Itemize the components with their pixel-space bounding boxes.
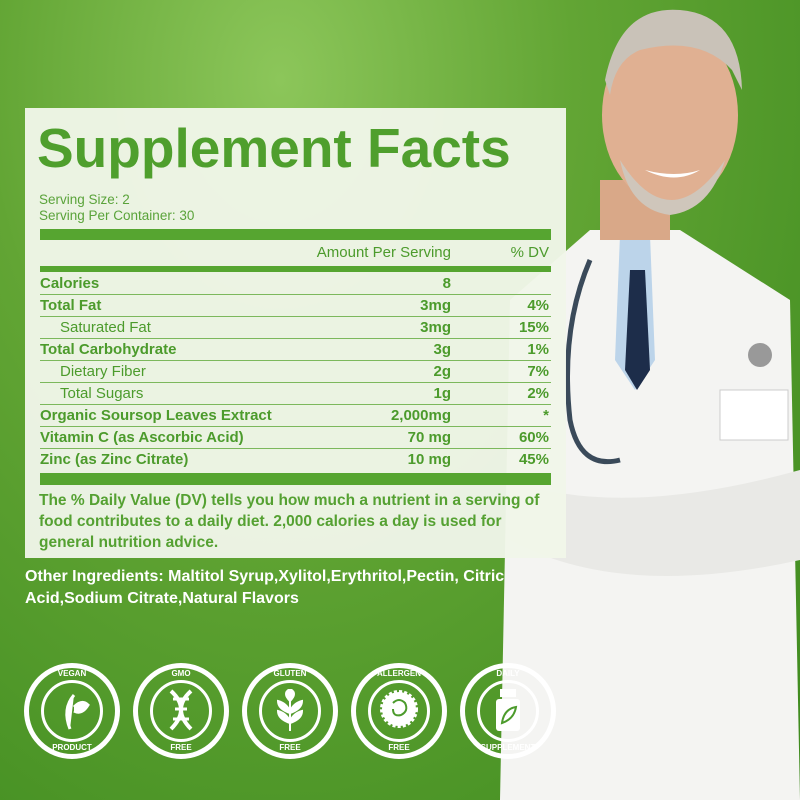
nutrient-amount: 2g: [433, 363, 451, 380]
wheat-icon: [276, 689, 304, 731]
serving-size: Serving Size: 2: [39, 192, 130, 207]
badge-gluten: GLUTEN FREE: [242, 663, 338, 759]
nutrient-dv: *: [543, 407, 549, 424]
nutrient-amount: 3g: [433, 341, 451, 358]
nutrient-name: Calories: [40, 275, 100, 292]
dv-header: % DV: [510, 244, 549, 261]
badge-top-text: GMO: [171, 669, 191, 678]
nutrient-name: Vitamin C (as Ascorbic Acid): [40, 429, 244, 446]
table-row: Dietary Fiber 2g 7%: [40, 361, 551, 383]
other-ingredients: Other Ingredients: Maltitol Syrup,Xylito…: [25, 568, 505, 607]
badge-bottom-text: SUPPLEMENT: [480, 743, 536, 752]
badge-bottom-text: FREE: [170, 743, 192, 752]
leaf-icon: [65, 694, 90, 730]
servings-per-container: Serving Per Container: 30: [39, 208, 195, 223]
badge-allergen: ALLERGEN FREE: [351, 663, 447, 759]
table-row: Vitamin C (as Ascorbic Acid) 70 mg 60%: [40, 427, 551, 449]
divider-medium: [40, 266, 551, 272]
nutrient-amount: 70 mg: [407, 429, 451, 446]
nutrient-amount: 10 mg: [407, 451, 451, 468]
table-row: Total Carbohydrate 3g 1%: [40, 339, 551, 361]
badge-top-text: ALLERGEN: [377, 669, 421, 678]
badge-bottom-text: PRODUCT: [52, 743, 92, 752]
badge-ring: [259, 680, 321, 742]
bottle-icon: [496, 689, 520, 731]
badge-gmo: GMO FREE: [133, 663, 229, 759]
allergen-icon: [380, 690, 418, 728]
footnote: The % Daily Value (DV) tells you how muc…: [39, 492, 540, 551]
nutrient-dv: 4%: [527, 297, 549, 314]
nutrient-dv: 7%: [527, 363, 549, 380]
nutrient-name: Total Fat: [40, 297, 102, 314]
nutrient-dv: 1%: [527, 341, 549, 358]
divider-bottom: [40, 473, 551, 485]
dna-icon: [169, 689, 193, 731]
doctor-photo: [500, 9, 800, 800]
table-header: Amount Per Serving % DV: [40, 244, 551, 264]
nutrient-name: Total Carbohydrate: [40, 341, 177, 358]
badge-top-text: DAILY: [496, 669, 520, 678]
amount-header: Amount Per Serving: [316, 244, 451, 261]
nutrient-dv: 15%: [518, 319, 549, 336]
badge-ring: [477, 680, 539, 742]
nutrient-dv: 60%: [518, 429, 549, 446]
divider-thick: [40, 229, 551, 240]
badge-top-text: GLUTEN: [273, 669, 307, 678]
nutrient-dv: 45%: [518, 451, 549, 468]
badge-bottom-text: FREE: [279, 743, 301, 752]
badge-top-text: VEGAN: [57, 669, 87, 678]
nutrient-name: Zinc (as Zinc Citrate): [40, 451, 189, 468]
table-row: Total Fat 3mg 4%: [40, 295, 551, 317]
nutrient-amount: 2,000mg: [390, 407, 451, 424]
nutrient-name: Total Sugars: [60, 385, 144, 402]
badge-ring: [368, 680, 430, 742]
badge-bottom-text: FREE: [388, 743, 410, 752]
panel-title: Supplement Facts: [37, 117, 511, 179]
badge-vegan: VEGAN PRODUCT: [24, 663, 120, 759]
table-row: Organic Soursop Leaves Extract 2,000mg *: [40, 405, 551, 427]
badge-ring: [150, 680, 212, 742]
nutrient-name: Saturated Fat: [60, 319, 151, 336]
badge-daily: DAILY SUPPLEMENT: [460, 663, 556, 759]
table-row: Calories 8: [40, 273, 551, 295]
nutrient-amount: 3mg: [420, 319, 451, 336]
nutrient-amount: 3mg: [420, 297, 451, 314]
nutrient-dv: 2%: [527, 385, 549, 402]
nutrient-amount: 8: [442, 275, 451, 292]
table-row: Saturated Fat 3mg 15%: [40, 317, 551, 339]
nutrient-name: Dietary Fiber: [60, 363, 146, 380]
badge-ring: [41, 680, 103, 742]
table-row: Zinc (as Zinc Citrate) 10 mg 45%: [40, 449, 551, 471]
nutrient-name: Organic Soursop Leaves Extract: [40, 407, 272, 424]
nutrient-amount: 1g: [433, 385, 451, 402]
table-row: Total Sugars 1g 2%: [40, 383, 551, 405]
supplement-facts-panel: Supplement Facts Serving Size: 2 Serving…: [25, 108, 566, 558]
